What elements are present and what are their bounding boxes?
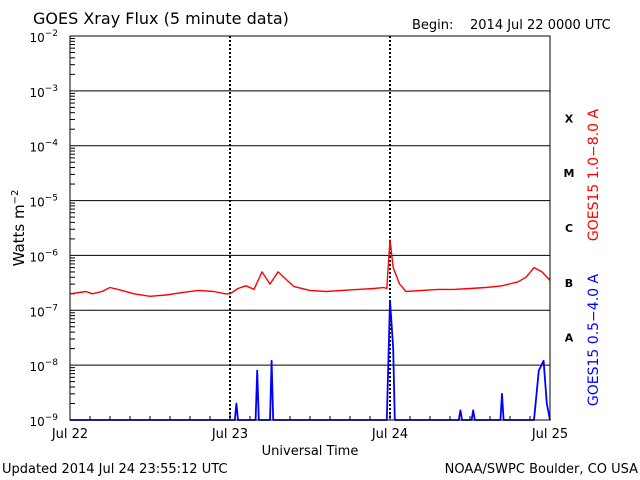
y-tick-label: 10−4 xyxy=(29,139,58,155)
y-tick-label: 10−6 xyxy=(29,248,58,264)
y-tick-label: 10−5 xyxy=(29,194,58,210)
y-axis-label-base: Watts m xyxy=(10,204,28,266)
flare-class-labels: X M C B A xyxy=(564,112,575,344)
x-tick-labels: Jul 22 Jul 23 Jul 24 Jul 25 xyxy=(51,427,568,442)
y-tick-label: 10−8 xyxy=(29,358,58,374)
credit-text: NOAA/SWPC Boulder, CO USA xyxy=(445,462,638,477)
y-tick-labels: 10−2 10−3 10−4 10−5 10−6 10−7 10−8 10−9 xyxy=(29,29,58,429)
x-tick-label: Jul 24 xyxy=(371,427,408,442)
flare-class-label: B xyxy=(565,277,573,290)
chart-title: GOES Xray Flux (5 minute data) xyxy=(33,9,289,28)
x-tick-label: Jul 25 xyxy=(531,427,568,442)
x-tick-label: Jul 23 xyxy=(211,427,248,442)
series-line-1 xyxy=(70,299,551,421)
y-tick-label: 10−3 xyxy=(29,84,58,100)
grid-layer xyxy=(69,35,551,421)
flare-class-label: A xyxy=(565,332,574,345)
series-label-long: GOES15 1.0−8.0 A xyxy=(586,109,602,242)
series-label-short: GOES15 0.5−4.0 A xyxy=(586,274,602,407)
flare-class-label: X xyxy=(565,112,574,125)
plot-frame xyxy=(69,35,551,421)
x-axis-label: Universal Time xyxy=(262,444,359,459)
y-axis-label-exponent: −2 xyxy=(10,190,21,205)
y-axis-label: Watts m−2 xyxy=(10,190,28,267)
flare-class-label: C xyxy=(565,222,573,235)
y-tick-label: 10−9 xyxy=(29,413,58,429)
begin-label: Begin: xyxy=(412,18,453,33)
x-tick-label: Jul 22 xyxy=(51,427,88,442)
series-line-0 xyxy=(69,239,551,297)
y-tick-label: 10−2 xyxy=(29,29,58,45)
begin-value: 2014 Jul 22 0000 UTC xyxy=(470,18,611,33)
series-layer xyxy=(69,239,551,421)
flare-class-label: M xyxy=(564,167,575,180)
updated-timestamp: Updated 2014 Jul 24 23:55:12 UTC xyxy=(2,462,227,477)
y-tick-label: 10−7 xyxy=(29,303,58,319)
